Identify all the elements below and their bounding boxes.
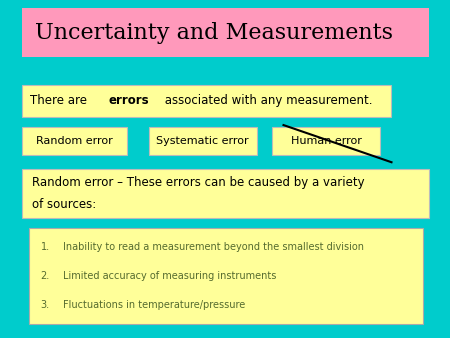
Text: 3.: 3. <box>40 300 50 310</box>
Text: errors: errors <box>108 94 148 107</box>
Text: Fluctuations in temperature/pressure: Fluctuations in temperature/pressure <box>63 300 245 310</box>
Text: of sources:: of sources: <box>32 198 96 211</box>
Text: 2.: 2. <box>40 271 50 281</box>
FancyBboxPatch shape <box>22 127 127 155</box>
FancyBboxPatch shape <box>148 127 256 155</box>
Text: There are: There are <box>30 94 90 107</box>
FancyBboxPatch shape <box>22 84 391 117</box>
Text: Systematic error: Systematic error <box>156 136 249 146</box>
Text: 1.: 1. <box>40 242 50 252</box>
Text: Human error: Human error <box>291 136 362 146</box>
Text: associated with any measurement.: associated with any measurement. <box>161 94 372 107</box>
Text: Limited accuracy of measuring instruments: Limited accuracy of measuring instrument… <box>63 271 276 281</box>
Text: Inability to read a measurement beyond the smallest division: Inability to read a measurement beyond t… <box>63 242 364 252</box>
FancyBboxPatch shape <box>272 127 380 155</box>
FancyBboxPatch shape <box>22 8 429 57</box>
Text: Random error – These errors can be caused by a variety: Random error – These errors can be cause… <box>32 176 364 189</box>
FancyBboxPatch shape <box>29 228 423 324</box>
Text: Uncertainty and Measurements: Uncertainty and Measurements <box>35 22 393 44</box>
Text: Random error: Random error <box>36 136 113 146</box>
FancyBboxPatch shape <box>22 169 429 218</box>
